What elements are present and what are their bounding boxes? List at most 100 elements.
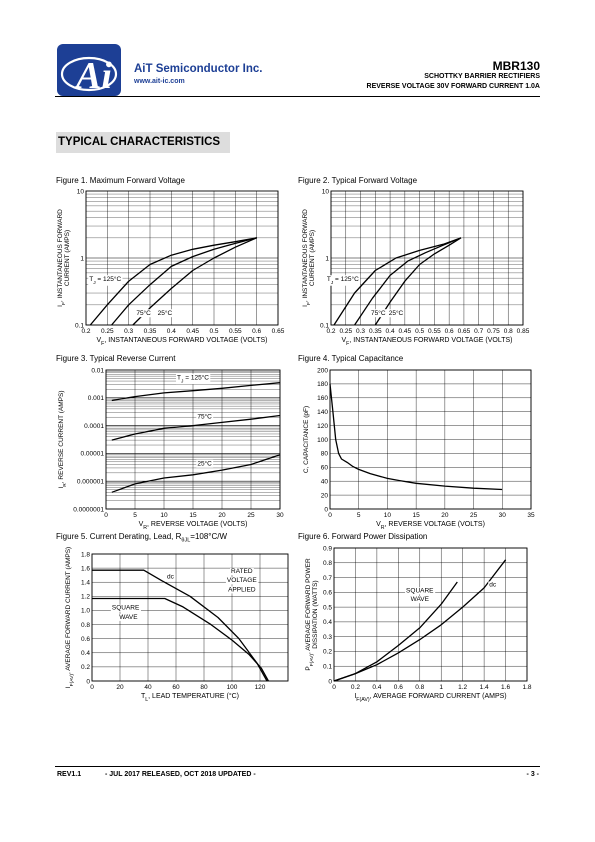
product-subtitle: SCHOTTKY BARRIER RECTIFIERS bbox=[424, 73, 540, 80]
annotation-bg bbox=[325, 275, 361, 286]
series-line-2 bbox=[111, 414, 281, 441]
series-annotation: dc bbox=[489, 581, 497, 588]
annotation-bg bbox=[227, 586, 257, 594]
series-annotation: SQUARE bbox=[112, 605, 140, 612]
x-tick-label: 0.2 bbox=[351, 684, 360, 691]
series-line-3 bbox=[132, 237, 257, 326]
series-line-3 bbox=[111, 454, 281, 493]
x-tick-label: 30 bbox=[276, 512, 284, 519]
company-website[interactable]: www.ait-ic.com bbox=[134, 78, 185, 85]
x-tick-label: 0.45 bbox=[399, 328, 412, 335]
x-axis-label: VF, INSTANTANEOUS FORWARD VOLTAGE (VOLTS… bbox=[342, 337, 513, 347]
series-annotation: dc bbox=[167, 574, 175, 581]
series-annotation: 25°C bbox=[158, 309, 173, 317]
x-tick-label: 0.55 bbox=[229, 328, 242, 335]
x-tick-label: 0.5 bbox=[415, 328, 424, 335]
x-tick-label: 0.25 bbox=[339, 328, 352, 335]
y-tick-label: 0.3 bbox=[323, 634, 332, 641]
x-tick-label: 1.4 bbox=[480, 684, 489, 691]
y-tick-label: 0.01 bbox=[91, 367, 104, 374]
annotation-bg bbox=[196, 459, 214, 468]
fig6-grid bbox=[333, 547, 528, 682]
x-axis-label: VR, REVERSE VOLTAGE (VOLTS) bbox=[376, 521, 485, 531]
x-tick-label: 0.4 bbox=[167, 328, 176, 335]
x-tick-label: 5 bbox=[133, 512, 137, 519]
y-tick-label: 0.000001 bbox=[77, 479, 104, 486]
x-tick-label: 35 bbox=[527, 512, 535, 519]
x-tick-label: 25 bbox=[470, 512, 478, 519]
figure-2-chart: 0.2 0.25 0.3 0.35 0.4 0.45 0.5 0.55 0.6 0.65 0.7 0.… bbox=[298, 186, 538, 356]
y-tick-label: 10 bbox=[77, 188, 85, 195]
y-tick-label: 1.4 bbox=[81, 580, 90, 587]
y-tick-label: 0 bbox=[324, 506, 328, 513]
x-tick-label: 20 bbox=[218, 512, 226, 519]
y-tick-label: 100 bbox=[317, 437, 328, 444]
x-tick-label: 0.6 bbox=[252, 328, 261, 335]
y-tick-label: 160 bbox=[317, 395, 328, 402]
x-tick-label: 40 bbox=[144, 684, 152, 691]
series-annotation: 75°C bbox=[371, 309, 386, 317]
x-tick-label: 1 bbox=[439, 684, 443, 691]
figure-6-chart: 0 0.2 0.4 0.6 0.8 1 1.2 1.4 1.6 1.8 0 0.1 0.2 0.3 0.4 0… bbox=[298, 542, 538, 712]
annotation-bg bbox=[225, 577, 259, 585]
y-tick-label: 0.1 bbox=[320, 322, 329, 329]
x-axis-label: TL, LEAD TEMPERATURE (°C) bbox=[141, 692, 239, 703]
fig4-grid bbox=[329, 369, 532, 510]
y-axis-label: IF(AV), AVERAGE FORWARD CURRENT (AMPS) bbox=[65, 547, 75, 688]
figure-4-title: Figure 4. Typical Capacitance bbox=[298, 354, 404, 363]
annotation-bg bbox=[196, 412, 214, 421]
x-tick-label: 0.6 bbox=[445, 328, 454, 335]
figure-1-title: Figure 1. Maximum Forward Voltage bbox=[56, 176, 185, 185]
y-tick-label: 60 bbox=[321, 465, 329, 472]
section-title: TYPICAL CHARACTERISTICS bbox=[56, 132, 230, 153]
x-tick-label: 0.8 bbox=[415, 684, 424, 691]
figure-5-title: Figure 5. Current Derating, Lead, RθJL=1… bbox=[56, 532, 228, 544]
series-annotation: WAVE bbox=[411, 596, 430, 603]
fig2-frame bbox=[330, 190, 524, 326]
fig2-grid bbox=[330, 191, 524, 326]
figure-4-chart: 0 5 10 15 20 25 30 35 0 20 40 60 80 100 120 140 160 180 20… bbox=[298, 364, 538, 534]
y-tick-label: 0 bbox=[328, 678, 332, 685]
y-axis-label: C, CAPACITANCE (pF) bbox=[303, 406, 310, 473]
footer-page-number: - 3 - bbox=[526, 771, 539, 778]
annotation-bg bbox=[488, 581, 498, 589]
annotation-bg bbox=[88, 275, 123, 286]
series-annotation: VOLTAGE bbox=[227, 577, 257, 584]
y-tick-label: 1.2 bbox=[81, 594, 90, 601]
x-tick-label: 0.3 bbox=[356, 328, 365, 335]
y-tick-label: 0 bbox=[86, 678, 90, 685]
series-line-2 bbox=[333, 559, 507, 682]
annotation-bg bbox=[135, 309, 153, 318]
x-tick-label: 0.4 bbox=[372, 684, 381, 691]
company-name: AiT Semiconductor Inc. bbox=[134, 63, 263, 75]
y-axis-label-line2: DISSIPATION (WATTS) bbox=[312, 580, 319, 648]
fig1-grid bbox=[85, 191, 279, 326]
x-tick-label: 0.6 bbox=[394, 684, 403, 691]
series-annotation: TJ = 125°C bbox=[327, 275, 359, 286]
series-line-1 bbox=[89, 237, 257, 326]
x-tick-label: 30 bbox=[499, 512, 507, 519]
annotation-bg bbox=[369, 309, 387, 318]
y-tick-label: 0.8 bbox=[81, 622, 90, 629]
y-axis-label: IF, INSTANTANEOUS FORWARD bbox=[302, 209, 312, 307]
figure-2-title: Figure 2. Typical Forward Voltage bbox=[298, 176, 418, 185]
y-tick-label: 40 bbox=[321, 479, 329, 486]
fig1-svg: 0.2 0.25 0.3 0.35 0.4 0.45 0.5 0.55 0.6 0.65 0.1 1 1… bbox=[57, 188, 285, 347]
x-tick-label: 1.8 bbox=[522, 684, 531, 691]
x-tick-label: 0.75 bbox=[487, 328, 500, 335]
x-tick-label: 1.6 bbox=[501, 684, 510, 691]
annotation-bg bbox=[230, 568, 254, 576]
company-logo: Ai bbox=[57, 44, 121, 96]
y-tick-label: 0.1 bbox=[323, 664, 332, 671]
series-line-2 bbox=[354, 237, 462, 326]
x-tick-label: 0 bbox=[90, 684, 94, 691]
y-axis-label-line2: CURRENT (AMPS) bbox=[64, 230, 71, 286]
y-tick-label: 140 bbox=[317, 409, 328, 416]
y-tick-label: 0.4 bbox=[323, 619, 332, 626]
y-tick-label: 0.9 bbox=[323, 545, 332, 552]
series-line-3 bbox=[374, 237, 462, 326]
series-annotation: SQUARE bbox=[406, 587, 434, 594]
x-tick-label: 0.35 bbox=[369, 328, 382, 335]
y-tick-label: 1.8 bbox=[81, 551, 90, 558]
y-tick-label: 1.0 bbox=[81, 608, 90, 615]
